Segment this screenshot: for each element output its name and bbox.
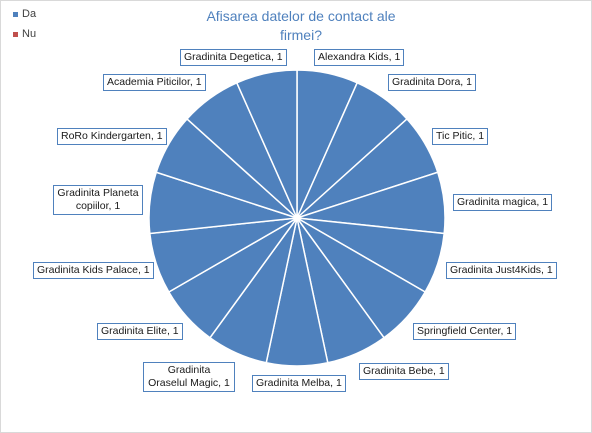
- chart-title: Afisarea datelor de contact ale firmei?: [206, 8, 396, 43]
- slice-label-13: RoRo Kindergarten, 1: [57, 128, 167, 145]
- slice-label-4: Gradinita magica, 1: [453, 194, 553, 211]
- slice-label-12: Gradinita Planeta copiilor, 1: [53, 185, 143, 215]
- slice-label-6: Springfield Center, 1: [413, 323, 517, 340]
- slice-label-3: Tic Pitic, 1: [432, 128, 489, 145]
- legend-label-nu: Nu: [22, 28, 37, 40]
- legend-entry-da: Da: [13, 4, 36, 24]
- pie-slice-15: [235, 69, 298, 219]
- slice-label-2: Gradinita Dora, 1: [388, 74, 476, 91]
- slice-label-11: Gradinita Kids Palace, 1: [33, 262, 154, 279]
- slice-label-7: Gradinita Bebe, 1: [359, 363, 449, 380]
- slice-label-5: Gradinita Just4Kids, 1: [446, 262, 557, 279]
- legend: Da Nu: [13, 4, 36, 44]
- legend-label-da: Da: [22, 8, 37, 20]
- slice-label-8: Gradinita Melba, 1: [252, 375, 346, 392]
- slice-label-9: Gradinita Oraselul Magic, 1: [143, 362, 235, 392]
- legend-entry-nu: Nu: [13, 24, 36, 44]
- slice-label-10: Gradinita Elite, 1: [97, 323, 183, 340]
- slice-label-1: Alexandra Kids, 1: [314, 49, 405, 66]
- legend-swatch-nu: [13, 31, 18, 37]
- slice-label-15: Gradinita Degetica, 1: [180, 49, 287, 66]
- slice-label-14: Academia Piticilor, 1: [103, 74, 206, 91]
- legend-swatch-da: [13, 11, 18, 17]
